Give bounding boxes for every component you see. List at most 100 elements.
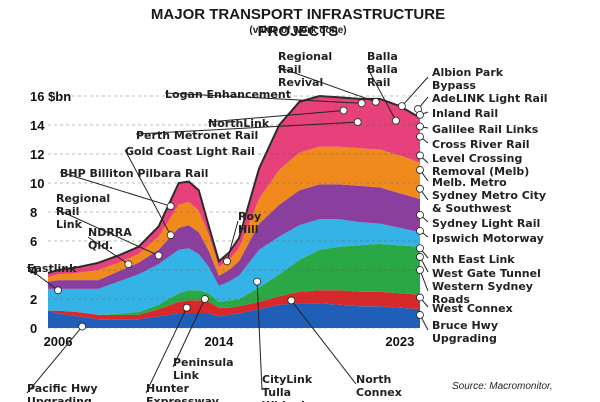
y-tick-label: 8: [30, 205, 37, 220]
project-label: Albion Park Bypass: [432, 66, 504, 92]
project-label: Melb. Metro: [432, 176, 507, 189]
annotation-marker: [357, 99, 366, 108]
project-label: Western Sydney Roads: [432, 280, 533, 306]
y-tick-label: 10: [30, 176, 44, 191]
project-label: Peninsula Link: [173, 356, 234, 382]
area-series-5: [48, 184, 420, 289]
annotation-leader: [226, 220, 239, 262]
area-series-2: [48, 290, 420, 320]
annotation-leader: [164, 92, 362, 104]
annotation-marker: [78, 322, 87, 331]
annotation-leader: [172, 298, 206, 368]
area-series-1: [48, 303, 420, 328]
annotation-marker: [398, 102, 406, 111]
annotation-marker: [253, 277, 262, 286]
annotation-leader: [26, 326, 83, 394]
y-tick-label: 4: [30, 263, 38, 278]
annotation-leader: [256, 281, 263, 391]
annotation-leader: [207, 110, 344, 123]
annotation-marker: [416, 122, 424, 131]
annotation-marker: [416, 132, 424, 141]
project-label: Level Crossing Removal (Melb): [432, 152, 529, 178]
annotation-marker: [416, 253, 424, 261]
project-label: Sydney Metro City & Southwest: [432, 189, 546, 215]
annotation-leader: [55, 208, 159, 256]
annotation-leader: [26, 266, 59, 291]
annotation-marker: [287, 296, 296, 305]
annotation-marker: [154, 251, 163, 260]
project-label: West Gate Tunnel: [432, 267, 541, 280]
annotation-leader: [124, 149, 172, 236]
project-label: West Connex: [432, 302, 513, 315]
project-label: Perth Metronet Rail: [136, 129, 258, 142]
y-tick-label: 0: [30, 321, 37, 336]
annotation-marker: [416, 110, 424, 119]
annotation-marker: [416, 184, 424, 193]
annotation-marker: [200, 295, 209, 303]
area-layers: [48, 96, 420, 328]
project-label: Eastlink: [27, 262, 77, 275]
source-note: Source: Macromonitor,: [452, 381, 553, 392]
annotation-marker: [416, 210, 424, 219]
annotation-marker: [416, 226, 424, 235]
project-annotations: Eastlink NDRRA Qld.Regional Rail Link BHP Bil…: [26, 50, 548, 402]
annotation-marker: [416, 311, 424, 319]
annotation-marker: [391, 116, 400, 125]
annotation-leader: [366, 66, 397, 121]
project-label: Cross River Rail: [432, 138, 530, 151]
y-tick-label: 16 $bn: [30, 89, 71, 104]
annotation-marker: [339, 106, 348, 115]
annotation-marker: [166, 231, 175, 240]
chart-subtitle: (value of work done): [249, 25, 347, 36]
project-label: NDRRA Qld.: [88, 226, 132, 252]
annotation-marker: [416, 266, 424, 274]
project-label: North Connex: [356, 373, 402, 399]
annotation-leader: [87, 236, 129, 265]
area-series-6: [48, 146, 420, 282]
x-axis-ticks: 2006 2014 2023: [44, 334, 415, 349]
project-label: Balla Balla Rail: [367, 50, 398, 89]
annotation-marker: [416, 151, 424, 160]
project-label: BHP Billiton Pilbara Rail: [60, 167, 208, 180]
y-tick-label: 12: [30, 147, 44, 162]
project-label: Ipswich Motorway: [432, 232, 544, 245]
annotation-marker: [416, 244, 424, 253]
project-label: Regional Rail Link: [56, 192, 110, 231]
annotation-marker: [124, 260, 133, 269]
annotation-leader: [290, 300, 357, 385]
annotation-leader: [401, 76, 429, 107]
area-series-3: [48, 243, 420, 315]
project-label: Gold Coast Light Rail: [125, 145, 255, 158]
x-tick-label: 2014: [204, 334, 234, 349]
area-series-7: [48, 96, 420, 278]
project-label: NorthLink: [208, 117, 270, 130]
annotation-marker: [166, 202, 175, 211]
y-tick-label: 6: [30, 234, 37, 249]
chart-title: MAJOR TRANSPORT INFRASTRUCTURE PROJECTS: [150, 6, 446, 40]
area-series-4: [48, 219, 420, 315]
project-label: CityLinkTullaWidening: [262, 373, 321, 402]
y-axis-ticks: 0 2 4 6 8 10 12 14 16 $bn: [30, 89, 420, 336]
project-label: Galilee Rail Links: [432, 123, 539, 136]
project-label: Bruce Hwy Upgrading: [432, 319, 498, 345]
annotation-marker: [416, 293, 424, 302]
project-label: Roy Hill: [238, 210, 261, 236]
annotation-marker: [371, 97, 380, 106]
annotation-leader: [145, 307, 188, 394]
annotation-marker: [353, 118, 362, 126]
y-tick-label: 14: [30, 118, 45, 133]
annotation-marker: [182, 303, 191, 312]
project-label: AdeLINK Light Rail: [432, 92, 548, 105]
annotation-leader: [135, 121, 358, 135]
project-label: Inland Rail: [432, 107, 498, 120]
x-tick-label: 2023: [385, 334, 414, 349]
project-label: Regional Rail Revival: [278, 50, 332, 89]
x-tick-label: 2006: [44, 334, 73, 349]
total-line: [47, 94, 421, 274]
project-label: Pacific Hwy Upgrading: [27, 382, 98, 402]
project-label: Nth East Link: [432, 253, 515, 266]
project-label: Sydney Light Rail: [432, 217, 540, 230]
annotation-marker: [416, 166, 424, 174]
